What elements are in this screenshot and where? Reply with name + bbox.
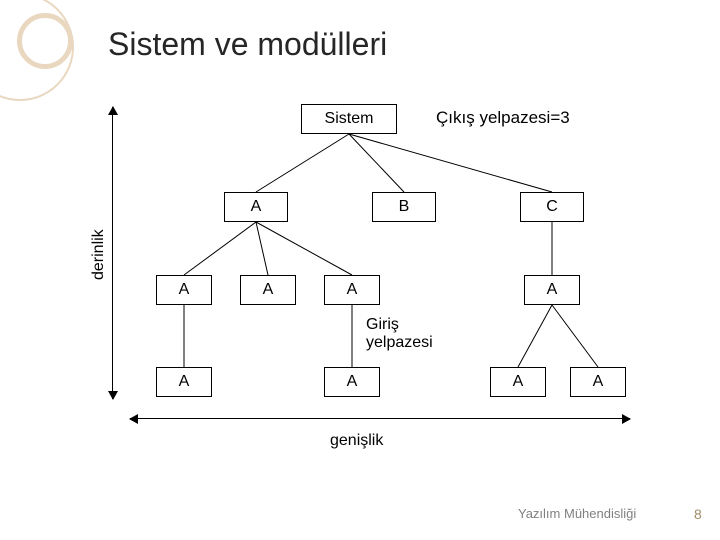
node-label: C	[546, 198, 558, 216]
depth-label: derinlik	[90, 229, 108, 280]
fanout-label: Çıkış yelpazesi=3	[436, 108, 570, 128]
node-l4-a: A	[156, 367, 212, 397]
node-root-label: Sistem	[325, 110, 374, 128]
node-l3-c1: A	[524, 275, 580, 305]
node-label: A	[263, 281, 274, 299]
node-l4-b: A	[324, 367, 380, 397]
fanin-label: Girişyelpazesi	[366, 316, 433, 352]
width-label: genişlik	[330, 432, 383, 450]
node-label: B	[399, 198, 410, 216]
tree-edges	[0, 0, 720, 540]
node-label: A	[593, 373, 604, 391]
page-number: 8	[694, 506, 702, 522]
node-l4-c2: A	[570, 367, 626, 397]
decor-inner-circle	[17, 13, 73, 69]
node-l2-a: A	[224, 192, 288, 222]
node-l4-c1: A	[490, 367, 546, 397]
page-title: Sistem ve modülleri	[108, 26, 387, 63]
node-label: A	[547, 281, 558, 299]
node-label: A	[179, 373, 190, 391]
node-label: A	[347, 281, 358, 299]
width-arrow	[130, 418, 630, 419]
node-l3-a1: A	[156, 275, 212, 305]
node-l3-a3: A	[324, 275, 380, 305]
node-label: A	[179, 281, 190, 299]
node-l2-c: C	[520, 192, 584, 222]
node-l3-a2: A	[240, 275, 296, 305]
node-label: A	[513, 373, 524, 391]
node-root: Sistem	[301, 104, 397, 134]
node-label: A	[251, 198, 262, 216]
footer-text: Yazılım Mühendisliği	[518, 506, 636, 521]
node-label: A	[347, 373, 358, 391]
node-l2-b: B	[372, 192, 436, 222]
depth-arrow	[112, 107, 113, 399]
